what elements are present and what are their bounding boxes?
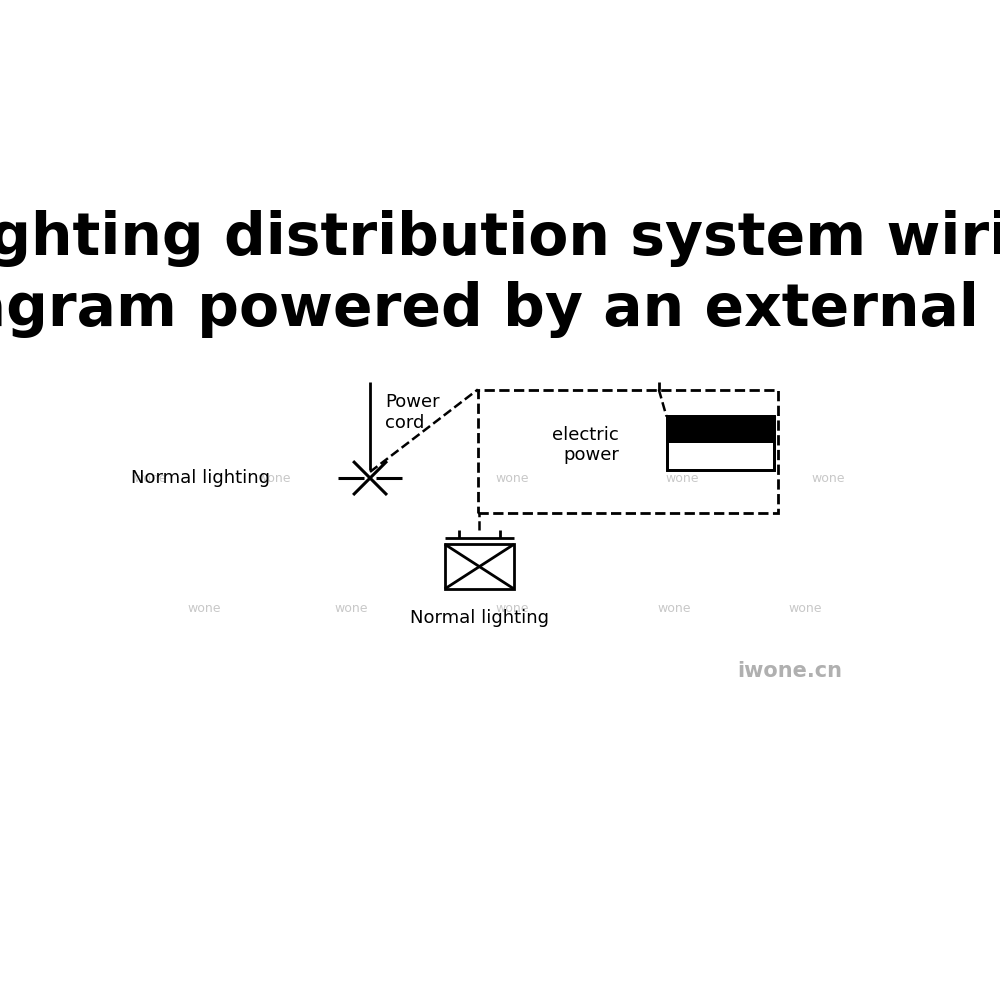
Text: Normal lighting: Normal lighting	[410, 609, 549, 627]
Text: wone: wone	[257, 472, 291, 485]
Bar	[666, 416, 774, 443]
Text: wone: wone	[665, 472, 699, 485]
Text: wone: wone	[188, 602, 221, 615]
Text: Lighting distribution system wiring
diagram powered by an external line: Lighting distribution system wiring diag…	[0, 210, 1000, 338]
Text: wone: wone	[334, 602, 368, 615]
Text: wone: wone	[496, 472, 529, 485]
Text: Normal lighting: Normal lighting	[131, 469, 270, 487]
Text: wone: wone	[496, 602, 529, 615]
Bar	[478, 389, 778, 513]
Text: Power
cord: Power cord	[385, 393, 440, 432]
Bar	[666, 416, 774, 470]
Text: wone: wone	[788, 602, 822, 615]
Text: wone: wone	[811, 472, 845, 485]
Bar	[666, 416, 774, 470]
Text: wone: wone	[134, 472, 167, 485]
Bar	[445, 544, 514, 589]
Text: wone: wone	[657, 602, 691, 615]
Text: electric
power: electric power	[552, 426, 619, 464]
Text: iwone.cn: iwone.cn	[737, 661, 842, 681]
